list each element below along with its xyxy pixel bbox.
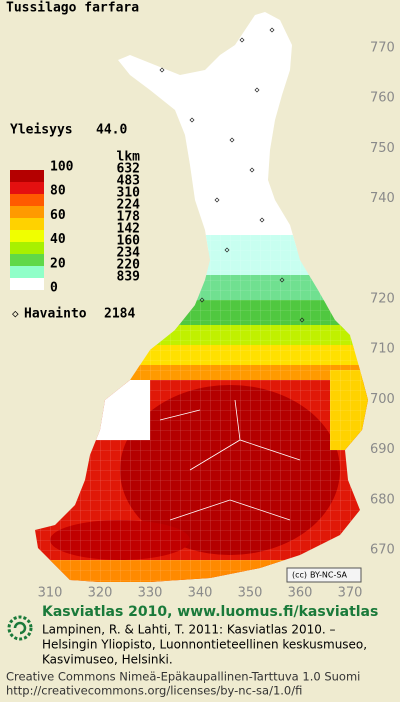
logo: [7, 615, 33, 641]
legend-count: 160: [117, 234, 141, 249]
legend-count: 632: [117, 162, 140, 177]
easting-label: 350: [238, 586, 263, 601]
legend-swatch: [10, 194, 44, 206]
legend-count: 142: [117, 222, 140, 237]
easting-label: 310: [38, 586, 63, 601]
northing-label: 690: [370, 442, 395, 457]
license-badge-box: [286, 567, 362, 583]
easting-label: 330: [138, 586, 163, 601]
footer-citation: Kasvimuseo, Helsinki.: [42, 653, 173, 667]
legend-swatch: [10, 206, 44, 218]
legend-swatch: [10, 182, 44, 194]
legend-swatch: [10, 230, 44, 242]
legend-count: 839: [117, 270, 140, 285]
observation-label: Havainto: [24, 307, 87, 322]
legend-scale-label: 60: [50, 208, 66, 223]
species-title: Tussilago farfara: [6, 1, 139, 16]
license-badge: BY-NC-SA: [310, 571, 348, 580]
footer-citation: Helsingin Yliopisto, Luonnontieteellinen…: [42, 638, 367, 652]
easting-label: 340: [188, 586, 213, 601]
legend-count: 310: [117, 186, 141, 201]
legend-scale-label: 20: [50, 256, 66, 271]
frequency-value: 44.0: [96, 123, 127, 138]
frequency-label: Yleisyys: [10, 123, 73, 138]
legend-count: 224: [117, 198, 141, 213]
legend-swatch: [10, 242, 44, 254]
legend-scale-label: 80: [50, 184, 66, 199]
legend-swatch: [10, 278, 44, 290]
northing-label: 770: [370, 41, 395, 56]
easting-label: 320: [88, 586, 113, 601]
northing-label: 750: [370, 141, 395, 156]
legend-count: 178: [117, 210, 141, 225]
legend-scale-label: 0: [50, 281, 58, 296]
footer-citation: Lampinen, R. & Lahti, T. 2011: Kasviatla…: [42, 623, 336, 637]
observation-markers: [159, 27, 305, 323]
legend-count: 220: [117, 258, 141, 273]
footer-license: Creative Commons Nimeä-Epäkaupallinen-Ta…: [6, 670, 360, 684]
observation-symbol: ◇: [12, 307, 19, 320]
footer-heading: Kasviatlas 2010, www.luomus.fi/kasviatla…: [42, 604, 378, 620]
northing-label: 740: [370, 191, 395, 206]
northing-label: 720: [370, 292, 395, 307]
legend-swatch: [10, 266, 44, 278]
legend-swatch: [10, 170, 44, 182]
northing-label: 710: [370, 342, 395, 357]
legend-swatch: [10, 254, 44, 266]
northing-label: 760: [370, 91, 395, 106]
count-header: lkm: [117, 150, 141, 165]
northing-label: 670: [370, 543, 395, 558]
footer-license: http://creativecommons.org/licenses/by-n…: [6, 684, 302, 698]
legend-count: 234: [117, 246, 141, 261]
observation-count: 2184: [104, 307, 135, 322]
easting-label: 370: [338, 586, 363, 601]
legend-count: 483: [117, 174, 140, 189]
license-badge-cc: (cc): [292, 571, 307, 580]
northing-label: 680: [370, 492, 395, 507]
legend-swatch: [10, 218, 44, 230]
northing-label: 700: [370, 392, 395, 407]
legend-scale-label: 40: [50, 232, 66, 247]
legend-scale-label: 100: [50, 160, 74, 175]
easting-label: 360: [288, 586, 313, 601]
